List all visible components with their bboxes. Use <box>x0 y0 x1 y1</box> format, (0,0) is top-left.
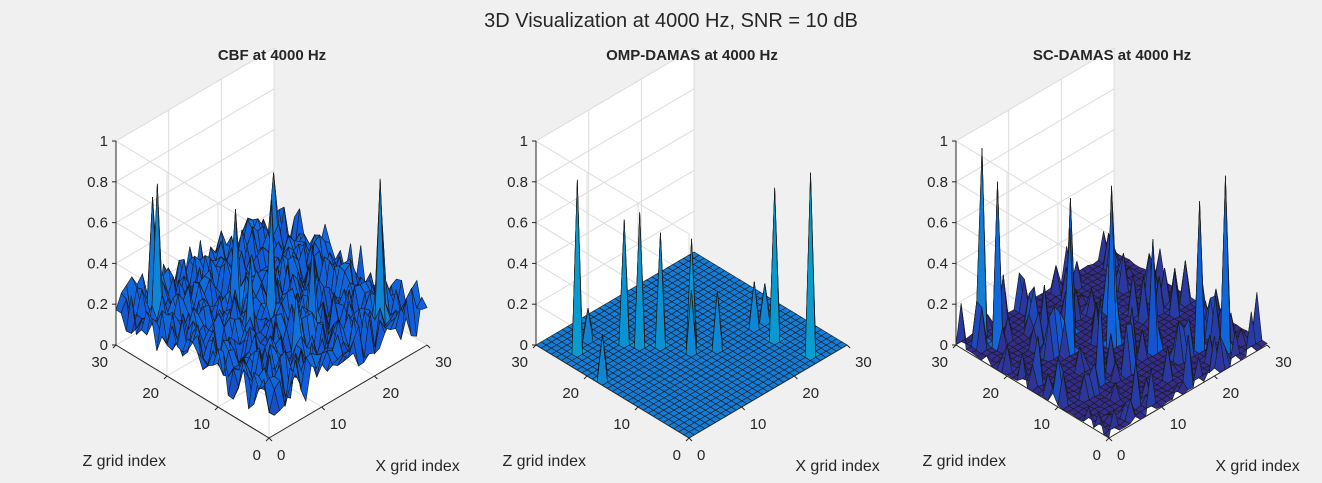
x-tick-mark <box>374 375 378 380</box>
x-tick-label: 20 <box>802 385 819 402</box>
x-tick-mark <box>794 375 798 380</box>
surface-facet <box>1256 339 1268 348</box>
x-tick-mark <box>846 344 851 349</box>
surface-facet <box>1194 201 1206 354</box>
figure-suptitle: 3D Visualization at 4000 Hz, SNR = 10 dB <box>484 10 858 32</box>
x-tick-label: 20 <box>382 385 399 402</box>
axes-lines <box>955 141 1268 439</box>
z-tick-label: 0.8 <box>87 174 108 191</box>
z-tick-label: 0.4 <box>87 255 108 272</box>
x-axis-label: X grid index <box>795 458 880 475</box>
y-tick-label: 30 <box>511 354 528 371</box>
x-tick-label: 0 <box>697 447 705 464</box>
y-tick-mark <box>1003 375 1008 380</box>
y-tick-label: 0 <box>1093 447 1101 464</box>
y-tick-label: 20 <box>982 385 999 402</box>
z-tick-label: 0.2 <box>927 296 948 313</box>
z-tick-label: 0.2 <box>507 296 528 313</box>
subplot-title: SC-DAMAS at 4000 Hz <box>1033 47 1191 64</box>
surface-facet <box>1219 175 1231 357</box>
y-tick-label: 0 <box>253 447 261 464</box>
y-axis-line <box>955 344 1110 439</box>
y-tick-mark <box>1105 437 1110 442</box>
surface-facet <box>769 187 781 346</box>
x-tick-label: 20 <box>1222 385 1239 402</box>
z-tick-label: 1 <box>940 133 948 150</box>
z-tick-label: 1 <box>100 133 108 150</box>
x-tick-mark <box>1266 344 1271 349</box>
z-tick-label: 0.8 <box>507 174 528 191</box>
x-tick-label: 10 <box>750 416 767 433</box>
y-tick-label: 10 <box>193 416 210 433</box>
x-tick-mark <box>741 406 746 411</box>
z-tick-label: 0.6 <box>927 215 948 232</box>
x-tick-label: 30 <box>1275 354 1292 371</box>
x-tick-label: 0 <box>277 447 285 464</box>
x-tick-label: 30 <box>855 354 872 371</box>
x-tick-label: 0 <box>1117 447 1125 464</box>
y-tick-mark <box>685 437 690 442</box>
axes-lines <box>115 141 428 439</box>
x-tick-label: 10 <box>330 416 347 433</box>
subplot-title: CBF at 4000 Hz <box>218 47 326 64</box>
x-tick-mark <box>1161 406 1166 411</box>
y-axis-label: Z grid index <box>82 453 166 470</box>
z-tick-label: 1 <box>520 133 528 150</box>
y-tick-mark <box>634 406 639 411</box>
z-tick-label: 0.6 <box>87 215 108 232</box>
y-axis-label: Z grid index <box>502 453 586 470</box>
x-tick-mark <box>321 406 326 411</box>
y-tick-mark <box>583 375 588 380</box>
z-tick-label: 0.4 <box>507 255 528 272</box>
y-tick-label: 30 <box>931 354 948 371</box>
x-axis-label: X grid index <box>375 458 460 475</box>
x-axis-line <box>1108 344 1268 439</box>
y-axis-line <box>115 344 270 439</box>
z-tick-label: 0 <box>100 337 108 354</box>
y-tick-mark <box>163 375 168 380</box>
x-axis-label: X grid index <box>1215 458 1300 475</box>
surface <box>535 172 848 439</box>
surface-facet <box>416 296 428 310</box>
x-tick-mark <box>1108 437 1113 442</box>
x-axis-line <box>268 344 428 439</box>
y-tick-mark <box>214 406 219 411</box>
x-tick-label: 30 <box>435 354 452 371</box>
y-tick-label: 0 <box>673 447 681 464</box>
z-tick-label: 0 <box>520 337 528 354</box>
subplot-title: OMP-DAMAS at 4000 Hz <box>606 47 778 64</box>
y-tick-label: 10 <box>613 416 630 433</box>
x-tick-mark <box>1214 375 1218 380</box>
surface-facet <box>804 172 816 361</box>
z-tick-label: 0.8 <box>927 174 948 191</box>
y-tick-label: 20 <box>562 385 579 402</box>
z-tick-label: 0.6 <box>507 215 528 232</box>
surface <box>115 172 428 416</box>
z-tick-label: 0.2 <box>87 296 108 313</box>
surface <box>955 148 1268 438</box>
x-tick-label: 10 <box>1170 416 1187 433</box>
axes-lines <box>535 141 848 439</box>
y-axis-label: Z grid index <box>922 453 1006 470</box>
y-tick-mark <box>265 437 270 442</box>
y-tick-label: 30 <box>91 354 108 371</box>
y-axis-line <box>535 344 690 439</box>
y-tick-label: 10 <box>1033 416 1050 433</box>
y-tick-mark <box>1054 406 1059 411</box>
z-tick-label: 0 <box>940 337 948 354</box>
x-tick-mark <box>688 437 693 442</box>
x-tick-mark <box>268 437 273 442</box>
x-tick-mark <box>426 344 431 349</box>
z-tick-label: 0.4 <box>927 255 948 272</box>
y-tick-label: 20 <box>142 385 159 402</box>
x-axis-line <box>688 344 848 439</box>
